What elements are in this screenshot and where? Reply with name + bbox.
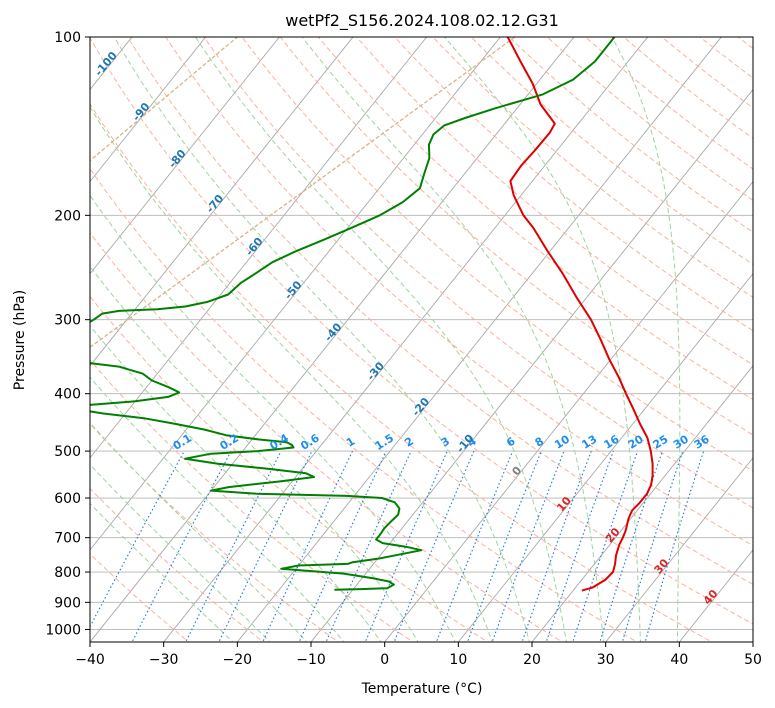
moist-adiabat-line xyxy=(90,376,345,642)
special-curve-line xyxy=(90,37,516,349)
x-tick-label: −30 xyxy=(149,652,179,668)
isotherm-line xyxy=(90,37,280,275)
mixing-ratio-line xyxy=(621,450,684,642)
moist-adiabat-line xyxy=(443,37,641,642)
y-tick-label: 600 xyxy=(54,491,81,507)
y-tick-label: 200 xyxy=(54,208,81,224)
mixing-ratio-line xyxy=(545,450,614,642)
x-axis-label: Temperature (°C) xyxy=(361,681,483,697)
x-tick-label: −40 xyxy=(75,652,105,668)
moist-adiabat-line xyxy=(194,37,568,642)
isotherm-line xyxy=(163,37,649,642)
dry-adiabat-line xyxy=(203,37,753,509)
dry-adiabat-line xyxy=(90,37,753,625)
moist-adiabat-line xyxy=(90,265,419,642)
isotherm-line xyxy=(90,37,575,642)
moist-adiabat-line xyxy=(113,37,530,642)
y-tick-label: 1000 xyxy=(45,622,81,638)
y-axis-label: Pressure (hPa) xyxy=(12,290,28,390)
x-tick-label: 10 xyxy=(449,652,467,668)
isotherm-line xyxy=(531,365,753,642)
dry-adiabat-line xyxy=(279,37,753,436)
chart-title: wetPf2_S156.2024.108.02.12.G31 xyxy=(285,11,559,31)
x-tick-label: 30 xyxy=(597,652,615,668)
dry-adiabat-line xyxy=(90,553,190,642)
mixing-ratio-line xyxy=(599,450,663,642)
y-tick-label: 900 xyxy=(54,595,81,611)
x-tick-label: −10 xyxy=(296,652,326,668)
isotherm-line xyxy=(90,37,354,367)
isotherm-line xyxy=(90,37,501,551)
mixing-ratio-line xyxy=(466,450,542,642)
moist-adiabat-line xyxy=(90,325,382,642)
dry-adiabat-line xyxy=(90,167,639,642)
y-tick-label: 400 xyxy=(54,387,81,403)
mixing-ratio-line xyxy=(572,450,639,642)
dry-adiabat-line xyxy=(90,487,265,642)
isotherm-line xyxy=(310,88,753,642)
dry-adiabat-line xyxy=(90,359,414,642)
moist-adiabat-line xyxy=(90,422,308,642)
dry-adiabat-line xyxy=(317,37,753,401)
isotherm-line xyxy=(457,272,753,642)
moist-adiabat-line xyxy=(611,37,681,642)
mixing-ratio-line xyxy=(644,450,705,642)
isotherm-line xyxy=(90,37,207,183)
y-tick-label: 700 xyxy=(54,531,81,547)
x-tick-label: −20 xyxy=(223,652,253,668)
x-tick-label: 20 xyxy=(523,652,541,668)
dry-adiabat-line xyxy=(165,37,753,547)
mixing-ratio-line xyxy=(393,450,475,642)
isotherm-line xyxy=(90,37,428,459)
dry-adiabat-line xyxy=(432,37,753,298)
plot-frame xyxy=(89,36,754,643)
mixing-ratio-line xyxy=(435,450,514,642)
y-tick-label: 500 xyxy=(54,444,81,460)
y-tick-label: 100 xyxy=(54,30,81,46)
y-tick-label: 300 xyxy=(54,313,81,329)
temperature-profile-line xyxy=(506,37,654,592)
x-tick-label: 50 xyxy=(744,652,762,668)
series-layer xyxy=(90,37,654,592)
axis-layer: −40 −30 −20 −10 0 10 20 30 40 50 100 200 300 400 500 60… xyxy=(45,30,762,668)
mixing-ratio-line xyxy=(491,450,565,642)
moist-adiabat-line xyxy=(90,106,493,642)
x-tick-label: 40 xyxy=(670,652,688,668)
moist-adiabat-line xyxy=(301,37,605,642)
dry-adiabat-line xyxy=(90,295,489,642)
dry-adiabat-line xyxy=(90,231,564,642)
isotherm-line xyxy=(384,180,753,642)
isotherm-line xyxy=(605,457,753,642)
isotherm-line xyxy=(236,37,722,642)
moist-adiabat-line xyxy=(90,463,271,642)
mixing-ratio-line xyxy=(131,450,232,642)
x-tick-label: 0 xyxy=(380,652,389,668)
mixing-ratio-line xyxy=(521,450,592,642)
y-tick-label: 800 xyxy=(54,565,81,581)
dewpoint-profile-line xyxy=(90,37,616,591)
dry-adiabat-line xyxy=(127,37,753,586)
mixing-ratio-line xyxy=(90,450,185,628)
